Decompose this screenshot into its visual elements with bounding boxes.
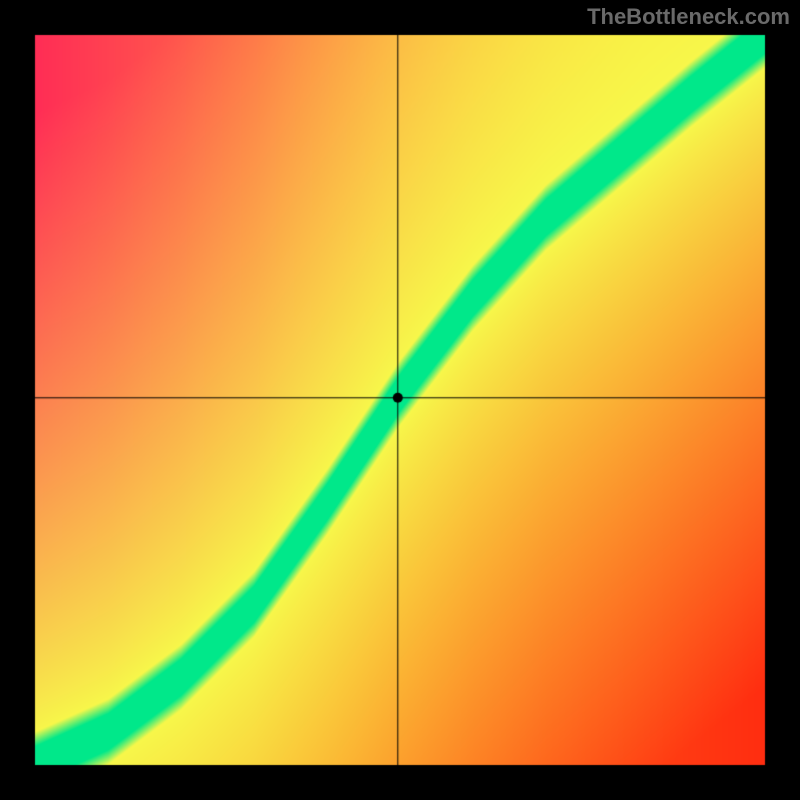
watermark-text: TheBottleneck.com <box>587 4 790 30</box>
bottleneck-heatmap <box>0 0 800 800</box>
chart-container: TheBottleneck.com <box>0 0 800 800</box>
